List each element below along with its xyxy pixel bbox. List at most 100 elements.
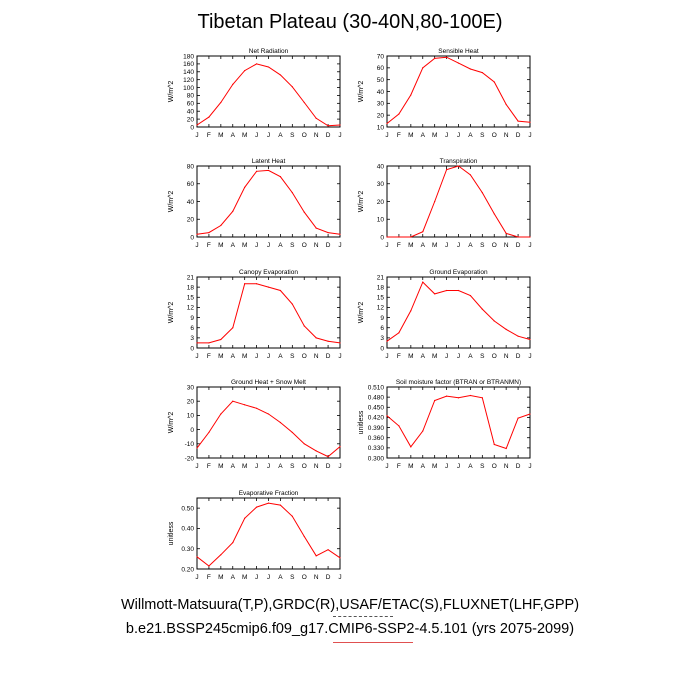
- panel-1-x-tick-label: J: [338, 132, 341, 139]
- panel-2-x-tick-label: F: [397, 132, 401, 139]
- panel-5-data-point: [220, 338, 222, 341]
- panel-5-y-tick-label: 21: [187, 274, 195, 281]
- panel-2-data-point: [481, 71, 483, 74]
- panel-4-x-tick-label: A: [468, 242, 473, 249]
- panel-9-x-tick-label: J: [255, 574, 258, 581]
- panel-1-x-tick-label: A: [231, 132, 236, 139]
- panel-3-y-tick-label: 40: [187, 199, 195, 206]
- panel-8-x-tick-label: F: [397, 463, 401, 470]
- panel-1-x-tick-label: S: [290, 132, 295, 139]
- panel-9-y-tick-label: 0.50: [181, 505, 194, 512]
- panel-5-x-tick-label: O: [302, 353, 307, 360]
- panel-4-y-tick-label: 0: [380, 234, 384, 241]
- panel-1-x-tick-label: J: [195, 132, 198, 139]
- panel-6-x-tick-label: S: [480, 353, 485, 360]
- panel-3-y-tick-label: 20: [187, 217, 195, 224]
- panel-4-data-point: [505, 232, 507, 235]
- panel-4-y-tick-label: 20: [377, 199, 385, 206]
- panel-1-data-point: [196, 124, 198, 126]
- panel-5-x-tick-label: S: [290, 353, 295, 360]
- panel-1-x-tick-label: J: [267, 132, 270, 139]
- panel-6-data-point: [398, 332, 400, 334]
- panel-9-data-point: [232, 542, 234, 544]
- panel-6-data-point: [505, 328, 507, 331]
- panel-1-y-tick-label: 160: [183, 61, 194, 68]
- panel-6-x-tick-label: A: [421, 353, 426, 360]
- panel-8-data-point: [493, 443, 495, 446]
- panel-4-x-tick-label: A: [421, 242, 426, 249]
- panel-8-x-tick-label: S: [480, 463, 485, 470]
- panel-1-x-tick-label: M: [218, 132, 223, 139]
- panel-1-y-tick-label: 120: [183, 77, 194, 84]
- panel-3-data-point: [196, 233, 198, 235]
- panel-3-x-tick-label: M: [218, 242, 223, 249]
- panel-8-x-tick-label: D: [516, 463, 521, 470]
- panel-1-y-tick-label: 40: [187, 109, 195, 116]
- panel-4-x-tick-label: M: [408, 242, 413, 249]
- panel-9-data-point: [279, 504, 282, 506]
- panel-2-y-tick-label: 50: [377, 77, 385, 84]
- panel-8-data-point: [457, 397, 460, 399]
- panel-8-x-tick-label: O: [492, 463, 497, 470]
- panel-9-y-tick-label: 0.30: [181, 546, 194, 553]
- panel-3-x-tick-label: J: [267, 242, 270, 249]
- panel-9-data-point: [291, 515, 293, 517]
- panel-6-y-tick-label: 21: [377, 274, 385, 281]
- panel-3-data-point: [339, 233, 341, 235]
- panel-8-x-tick-label: A: [421, 463, 426, 470]
- panel-4-y-tick-label: 30: [377, 181, 385, 188]
- panel-7-data-point: [291, 431, 293, 434]
- panel-2-data-point: [493, 81, 495, 83]
- panel-8-series-line: [386, 394, 531, 450]
- panel-3-x-tick-label: J: [195, 242, 198, 249]
- panel-5-x-tick-label: F: [207, 353, 211, 360]
- panel-6-x-tick-label: A: [468, 353, 473, 360]
- panel-7-x-tick-label: F: [207, 463, 211, 470]
- panel-3-y-tick-label: 60: [187, 181, 195, 188]
- panel-5-x-tick-label: A: [231, 353, 236, 360]
- panel-4-x-tick-label: J: [528, 242, 531, 249]
- panel-8-title: Soil moisture factor (BTRAN or BTRANMN): [396, 379, 521, 386]
- page-title: Tibetan Plateau (30-40N,80-100E): [197, 11, 503, 33]
- panel-4-data-point: [386, 236, 388, 238]
- panel-1-y-tick-label: 0: [190, 124, 194, 131]
- panel-7-x-tick-label: J: [338, 463, 341, 470]
- panel-8-y-tick-label: 0.360: [368, 435, 385, 442]
- panel-6-data-point: [422, 281, 424, 283]
- panel-2-y-tick-label: 40: [377, 89, 385, 96]
- panel-2-data-point: [398, 113, 400, 115]
- panel-6-y-tick-label: 0: [380, 345, 384, 352]
- panel-7-x-tick-label: D: [326, 463, 331, 470]
- footer-case-name: b.e21.BSSP245cmip6.f09_g17.CMIP6-SSP2-4.…: [125, 621, 575, 637]
- panel-7-x-tick-label: N: [314, 463, 319, 470]
- panel-7-data-point: [315, 450, 317, 452]
- panel-1-data-point: [315, 117, 317, 119]
- panel-4-x-tick-label: F: [397, 242, 401, 249]
- panel-6-y-tick-label: 3: [380, 335, 384, 342]
- panel-9-y-tick-label: 0.20: [181, 566, 194, 573]
- panel-7-title: Ground Heat + Snow Melt: [231, 379, 306, 386]
- panel-5-y-axis-label: W/m^2: [168, 302, 175, 324]
- panel-8-data-point: [517, 417, 519, 419]
- panel-7-y-tick-label: 20: [187, 399, 195, 406]
- panel-8-data-point: [505, 447, 507, 450]
- panel-7-data-point: [303, 443, 305, 445]
- panel-1-x-tick-label: A: [278, 132, 283, 139]
- panel-3-x-tick-label: A: [278, 242, 283, 249]
- panel-2-frame: [386, 55, 531, 128]
- panel-7-x-tick-label: A: [278, 463, 283, 470]
- panel-1-data-point: [220, 101, 222, 104]
- panel-2-x-tick-label: O: [492, 132, 497, 139]
- panel-4-data-point: [422, 231, 424, 233]
- panel-2-x-tick-label: A: [468, 132, 473, 139]
- panel-5-data-point: [327, 340, 329, 342]
- panel-4-data-point: [493, 213, 495, 215]
- panel-1-data-point: [255, 63, 258, 65]
- panel-9-data-point: [220, 554, 222, 556]
- panel-8-y-tick-label: 0.330: [368, 445, 385, 452]
- panel-8-y-tick-label: 0.450: [368, 405, 385, 412]
- panel-3-y-tick-label: 0: [190, 234, 194, 241]
- panel-4-x-tick-label: D: [516, 242, 521, 249]
- panel-2-data-point: [410, 94, 412, 96]
- panel-1-data-point: [339, 124, 341, 126]
